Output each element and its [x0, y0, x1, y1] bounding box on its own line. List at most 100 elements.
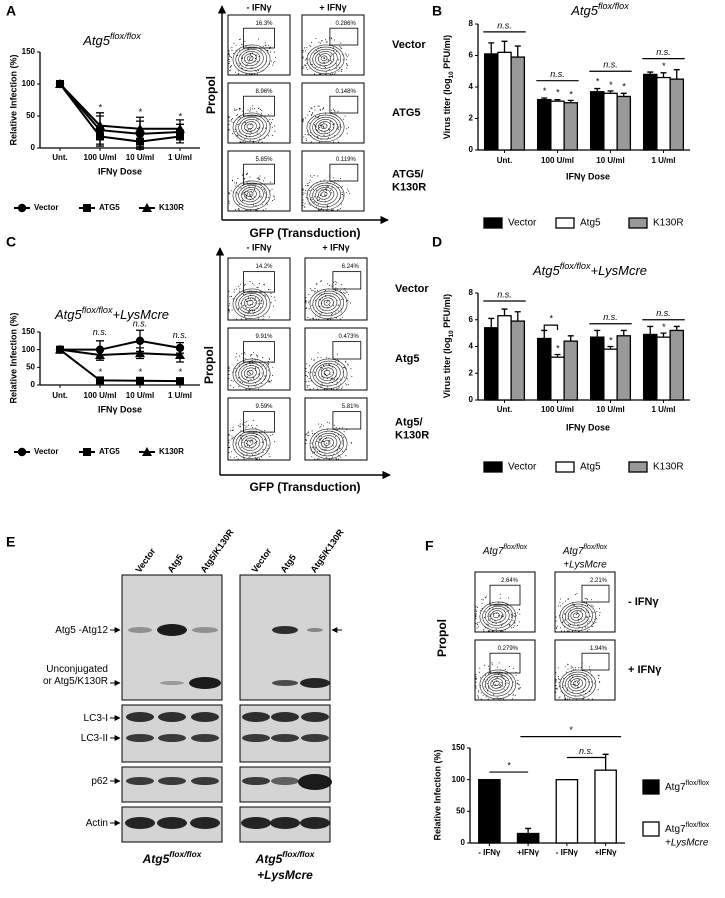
flow-dot	[326, 368, 328, 370]
flow-dot	[249, 355, 251, 357]
flow-dot	[555, 620, 557, 622]
flow-dot	[317, 47, 319, 49]
band-label: LC3-II	[81, 733, 108, 744]
flow-dot	[310, 175, 312, 177]
flow-dot	[333, 453, 335, 455]
blot-band	[158, 777, 186, 785]
x-tick-label: - IFNγ	[556, 848, 579, 857]
flow-contour	[320, 297, 334, 309]
flow-dot	[271, 374, 273, 376]
flow-dot	[322, 425, 324, 427]
flow-dot	[245, 73, 247, 75]
flow-dot	[260, 50, 262, 52]
flow-dot	[518, 608, 520, 610]
flow-dot	[328, 363, 330, 365]
flow-dot	[311, 198, 313, 200]
bar	[642, 333, 658, 401]
flow-dot	[512, 693, 514, 695]
legend-label: Vector	[34, 447, 58, 456]
flow-dot	[233, 289, 235, 291]
flow-dot	[261, 187, 263, 189]
flow-dot	[240, 435, 242, 437]
flow-dot	[563, 613, 565, 615]
flow-dot	[476, 622, 478, 624]
bar	[516, 832, 540, 844]
flow-dot	[342, 193, 344, 195]
flow-contour	[232, 358, 271, 389]
flow-dot	[326, 188, 328, 190]
flow-dot	[489, 618, 491, 620]
blot-band	[271, 777, 299, 785]
flow-dot	[340, 42, 342, 44]
flow-dot	[254, 359, 256, 361]
flow-dot	[317, 197, 319, 199]
flow-dot	[274, 125, 276, 127]
flow-plot	[227, 82, 291, 144]
flow-dot	[308, 365, 310, 367]
chart-title-part: Atg5	[82, 33, 111, 48]
flow-contour	[565, 673, 590, 694]
annotation: n.s.	[656, 47, 671, 57]
flow-dot	[309, 204, 311, 206]
flow-dot	[514, 612, 516, 614]
blot-band	[191, 734, 219, 742]
flow-dot	[475, 678, 477, 680]
band-label: Unconjugated or Atg5/K130R	[43, 664, 108, 687]
flow-dot	[267, 448, 269, 450]
flow-dot	[489, 613, 491, 615]
flow-dot	[267, 44, 269, 46]
flow-row-label-line: Atg5	[395, 353, 419, 365]
legend-label-part: flox/flox	[686, 822, 710, 829]
flow-dot	[239, 49, 241, 51]
flow-dot	[512, 681, 514, 683]
flow-dot	[313, 318, 315, 320]
flow-dot	[261, 112, 263, 114]
flow-dot	[338, 67, 340, 69]
flow-dot	[269, 381, 271, 383]
flow-dot	[228, 58, 230, 60]
flow-dot	[309, 123, 311, 125]
data-point	[175, 349, 185, 359]
flow-dot	[334, 432, 336, 434]
flow-dot	[228, 50, 230, 52]
flow-dot	[341, 191, 343, 193]
flow-dot	[244, 427, 246, 429]
flow-dot	[302, 118, 304, 120]
flow-contour	[318, 295, 338, 311]
flow-contour	[309, 428, 348, 459]
flow-dot	[311, 41, 313, 43]
flow-dot	[587, 604, 589, 606]
flow-dot	[508, 693, 510, 695]
flow-dot	[272, 434, 274, 436]
flow-dot	[478, 626, 480, 628]
flow-dot	[249, 193, 251, 195]
flow-dot	[228, 129, 230, 131]
flow-dot	[246, 173, 248, 175]
blot-caption: Atg5flox/flox +LysMcre	[255, 849, 315, 882]
flow-dot	[271, 126, 273, 128]
flow-dot	[248, 311, 250, 313]
flow-contour	[482, 671, 513, 697]
flow-dot	[598, 677, 600, 679]
flow-dot	[334, 73, 336, 75]
flow-dot	[346, 291, 348, 293]
flow-contour	[487, 676, 507, 692]
flow-dot	[341, 388, 343, 390]
chart-title: Atg5flox/flox+LysMcre	[532, 261, 647, 278]
annotation: n.s.	[603, 312, 618, 322]
flow-dot	[305, 138, 307, 140]
flow-dot	[564, 620, 566, 622]
flow-dot	[326, 42, 328, 44]
flow-dot	[489, 615, 491, 617]
flow-dot	[346, 64, 348, 66]
flow-dot	[257, 178, 259, 180]
flow-dot	[488, 687, 490, 689]
flow-dot	[251, 67, 253, 69]
flow-dot	[346, 64, 348, 66]
flow-dot	[484, 680, 486, 682]
data-point	[136, 376, 144, 385]
flow-dot	[325, 357, 327, 359]
flow-contour	[318, 365, 338, 381]
flow-dot	[581, 604, 583, 606]
flow-dot	[562, 602, 564, 604]
